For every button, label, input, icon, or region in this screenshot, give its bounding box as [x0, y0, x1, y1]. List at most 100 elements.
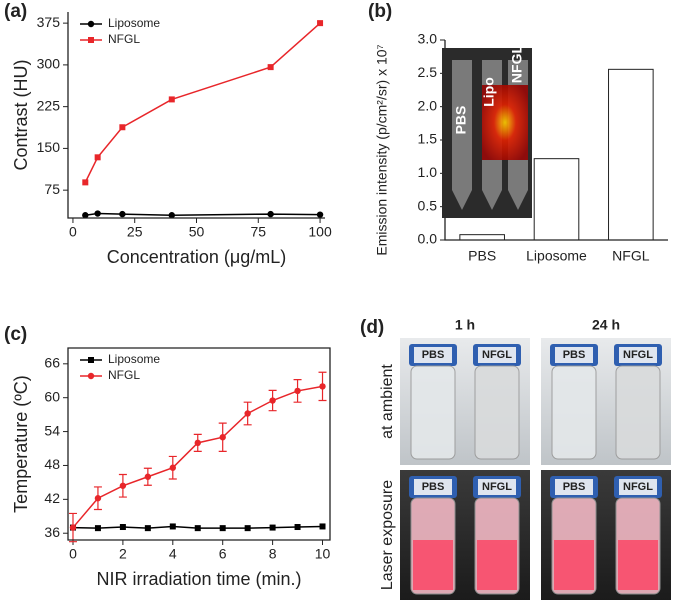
y-tick-label: 48 — [44, 456, 60, 472]
vial-body — [551, 365, 597, 460]
row-label: at ambient — [379, 364, 396, 439]
vial-body — [615, 365, 661, 460]
x-tick-label: 75 — [250, 224, 266, 240]
panel-label: (a) — [4, 1, 27, 22]
panel-label: (c) — [4, 324, 27, 345]
data-point — [144, 473, 152, 480]
y-tick-label: 150 — [37, 139, 61, 155]
laser-light — [413, 540, 453, 590]
data-point — [119, 124, 126, 131]
panel-label: (d) — [360, 317, 384, 338]
vial-label-bg — [414, 479, 452, 495]
bar — [608, 68, 654, 241]
x-tick-label: 4 — [169, 546, 177, 562]
y-tick-label: 1.0 — [418, 164, 438, 180]
vial-label: PBS — [563, 349, 586, 361]
y-tick-label: 0.5 — [418, 197, 438, 213]
y-axis-label: Contrast (HU) — [11, 59, 31, 170]
y-tick-label: 2.0 — [418, 97, 438, 113]
vial-label: NFGL — [623, 349, 653, 361]
y-tick-label: 375 — [37, 14, 61, 30]
data-point — [87, 372, 95, 380]
x-tick-label: NFGL — [612, 248, 650, 264]
x-tick-label: Liposome — [526, 248, 587, 264]
inset-photo: PBS Lipo NFGL — [442, 45, 532, 218]
y-tick-label: 225 — [37, 97, 61, 113]
x-tick-label: 100 — [308, 224, 332, 240]
data-point — [169, 464, 176, 471]
data-point — [168, 212, 175, 219]
data-point — [194, 439, 201, 447]
y-tick-label: 1.5 — [418, 131, 438, 147]
x-tick-label: 50 — [189, 224, 205, 240]
data-point — [119, 210, 126, 218]
legend-label: Liposome — [108, 16, 160, 30]
x-tick-label: 10 — [315, 546, 331, 562]
bar — [459, 234, 505, 241]
data-point — [244, 410, 251, 417]
data-point — [69, 524, 77, 531]
x-tick-label: 6 — [219, 546, 227, 562]
y-tick-label: 60 — [44, 388, 60, 404]
y-axis-label: Emission intensity (p/cm²/sr) x 10⁷ — [374, 44, 390, 255]
vial-label-bg — [619, 347, 657, 363]
data-point — [94, 154, 101, 161]
inset-label: PBS — [453, 106, 469, 135]
data-point — [269, 397, 276, 404]
data-point — [317, 20, 324, 27]
row-label: Laser exposure — [379, 480, 396, 590]
data-point — [294, 387, 301, 395]
data-point — [169, 523, 176, 530]
data-line — [84, 22, 321, 183]
column-label: 1 h — [455, 317, 475, 333]
y-tick-label: 36 — [44, 524, 60, 540]
vial-label: PBS — [422, 481, 445, 493]
x-tick-label: PBS — [468, 248, 496, 264]
data-point — [144, 525, 151, 532]
inset-label: NFGL — [509, 45, 525, 84]
data-point — [267, 210, 274, 218]
bar — [533, 158, 580, 241]
vial-label-bg — [619, 479, 657, 495]
data-point — [316, 211, 324, 218]
data-point — [119, 524, 126, 531]
data-line — [72, 385, 323, 529]
data-point — [119, 482, 127, 489]
inset-glow — [482, 85, 528, 160]
laser-light — [477, 540, 517, 590]
data-point — [88, 357, 94, 363]
laser-light — [554, 540, 594, 590]
data-point — [219, 525, 226, 532]
vial-label-bg — [478, 347, 516, 363]
vial-label-bg — [555, 347, 593, 363]
vial-label: NFGL — [482, 481, 512, 493]
y-tick-label: 3.0 — [418, 31, 438, 47]
x-tick-label: 0 — [69, 546, 77, 562]
data-point — [269, 524, 276, 531]
laser-light — [618, 540, 658, 590]
data-point — [168, 96, 175, 103]
data-point — [244, 525, 251, 532]
panel-label: (b) — [368, 1, 392, 22]
y-tick-label: 42 — [44, 490, 60, 506]
x-tick-label: 8 — [269, 546, 277, 562]
inset-vial — [452, 60, 472, 210]
x-axis-label: Concentration (μg/mL) — [107, 247, 286, 267]
data-point — [267, 64, 274, 71]
x-axis-label: NIR irradiation time (min.) — [96, 569, 301, 589]
x-tick-label: 0 — [69, 224, 77, 240]
y-tick-label: 2.5 — [418, 64, 438, 80]
x-tick-label: 2 — [119, 546, 127, 562]
data-point — [194, 525, 201, 532]
data-point — [87, 20, 95, 28]
data-point — [319, 383, 326, 390]
vial-body — [474, 365, 520, 460]
data-point — [82, 212, 89, 219]
axis — [67, 12, 325, 219]
data-point — [319, 523, 326, 530]
vial-body — [410, 365, 456, 460]
vial-label-bg — [555, 479, 593, 495]
vial-label-bg — [478, 479, 516, 495]
y-axis-label: Temperature (ºC) — [11, 375, 31, 513]
